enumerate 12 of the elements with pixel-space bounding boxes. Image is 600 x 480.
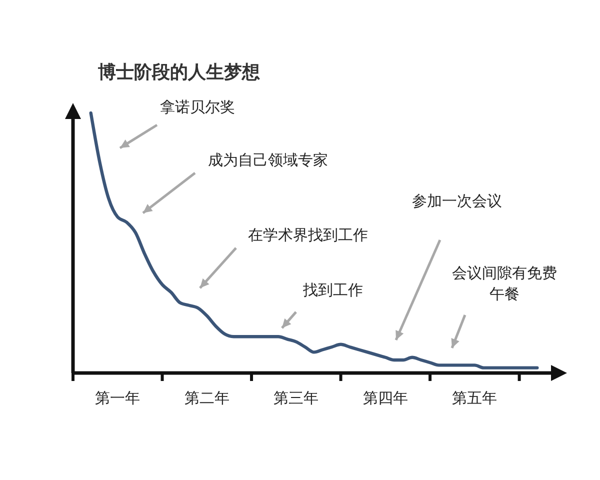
chart-title: 博士阶段的人生梦想 xyxy=(97,62,260,83)
x-tick-label: 第五年 xyxy=(452,389,498,407)
x-tick-label: 第二年 xyxy=(184,389,230,407)
annotation: 会议间隙有免费午餐 xyxy=(452,264,557,303)
x-tick-label: 第四年 xyxy=(362,389,408,407)
annotation: 拿诺贝尔奖 xyxy=(160,98,235,116)
annotation: 找到工作 xyxy=(302,281,363,299)
x-tick-label: 第三年 xyxy=(274,389,319,407)
annotation: 成为自己领域专家 xyxy=(208,151,328,169)
x-tick-label: 第一年 xyxy=(95,389,140,407)
annotation: 在学术界找到工作 xyxy=(248,226,368,244)
annotation: 参加一次会议 xyxy=(412,192,502,210)
